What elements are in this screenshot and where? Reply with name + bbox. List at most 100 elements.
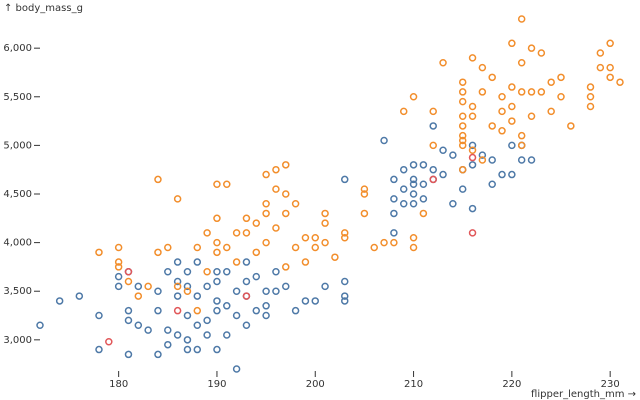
point <box>173 258 182 266</box>
point <box>223 243 231 252</box>
point <box>193 243 202 252</box>
point <box>134 292 143 300</box>
point <box>468 141 477 150</box>
point <box>596 49 605 57</box>
point <box>439 170 447 179</box>
x-tick-label: 200 <box>306 379 325 390</box>
point <box>164 340 172 349</box>
point <box>193 306 202 315</box>
x-axis-label: flipper_length_mm → <box>531 389 636 400</box>
point <box>213 345 221 354</box>
y-tick-label: 3,000 <box>3 335 32 346</box>
point <box>223 180 231 189</box>
point <box>419 161 428 169</box>
x-tick-label: 190 <box>207 379 226 390</box>
point <box>75 292 84 300</box>
point <box>311 234 320 242</box>
point <box>429 122 437 130</box>
point <box>449 151 457 159</box>
point <box>458 97 467 106</box>
point <box>114 243 123 252</box>
point <box>409 190 418 198</box>
point <box>340 292 349 300</box>
point <box>262 311 270 320</box>
point <box>360 190 369 198</box>
point <box>390 209 398 218</box>
point <box>458 136 467 145</box>
point <box>419 209 428 218</box>
point <box>154 287 162 295</box>
point <box>282 209 290 218</box>
point <box>537 49 546 57</box>
point <box>282 263 290 271</box>
point <box>458 141 467 150</box>
point <box>213 214 221 223</box>
point <box>291 306 300 315</box>
point <box>439 146 447 154</box>
point <box>134 321 143 329</box>
point <box>399 107 408 116</box>
point <box>449 199 457 208</box>
point <box>203 316 211 325</box>
point <box>252 219 261 227</box>
point <box>124 350 133 359</box>
point <box>468 161 477 169</box>
point <box>193 321 202 329</box>
point <box>370 243 378 252</box>
point <box>498 93 506 101</box>
point <box>517 88 526 96</box>
point <box>321 209 329 218</box>
point <box>213 238 221 247</box>
point <box>213 248 221 257</box>
x-tick-label: 230 <box>601 379 620 390</box>
point <box>439 59 447 67</box>
point <box>399 185 408 193</box>
point <box>282 161 290 169</box>
y-tick-label: 6,000 <box>3 43 32 54</box>
point <box>272 287 280 295</box>
point <box>429 175 437 184</box>
point <box>173 195 182 203</box>
point <box>114 272 123 281</box>
point <box>311 243 320 252</box>
point <box>508 83 516 91</box>
point <box>272 268 280 276</box>
point <box>419 180 428 189</box>
point <box>616 78 624 86</box>
point <box>458 131 467 140</box>
x-tick-label: 180 <box>109 379 128 390</box>
point <box>468 229 477 237</box>
point <box>508 141 516 150</box>
point <box>124 268 133 276</box>
point <box>272 224 280 232</box>
point <box>478 88 487 96</box>
point <box>213 306 221 315</box>
point <box>114 263 123 271</box>
point <box>124 277 133 286</box>
point <box>291 199 300 208</box>
point <box>262 302 270 310</box>
point <box>173 306 182 315</box>
point <box>537 88 546 96</box>
point <box>213 268 221 276</box>
point <box>144 282 152 291</box>
point <box>478 63 487 72</box>
point <box>527 112 536 120</box>
point <box>173 331 182 339</box>
point <box>164 326 172 334</box>
point <box>458 78 467 86</box>
point <box>508 39 516 48</box>
point <box>242 229 251 237</box>
point <box>488 73 496 82</box>
point <box>340 175 349 184</box>
point <box>409 243 418 252</box>
point <box>468 153 477 162</box>
point <box>380 238 388 247</box>
point <box>223 331 231 339</box>
point <box>203 229 211 237</box>
point <box>173 292 182 300</box>
point <box>340 229 349 237</box>
point <box>606 39 614 48</box>
point <box>262 199 270 208</box>
